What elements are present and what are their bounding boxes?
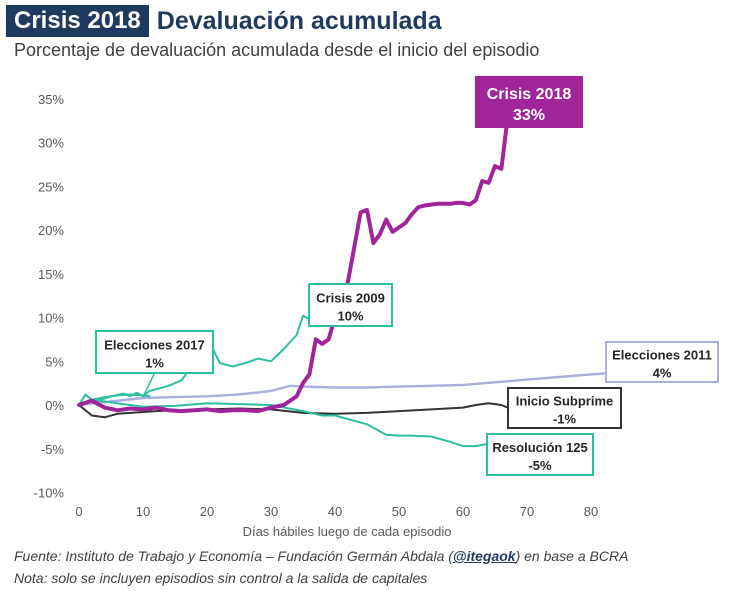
x-tick-label: 10 xyxy=(136,504,150,519)
source-note: Fuente: Instituto de Trabajo y Economía … xyxy=(14,548,628,564)
callout-box-elecciones-2017 xyxy=(95,330,214,374)
y-tick-label: 0% xyxy=(45,398,64,413)
x-tick-label: 30 xyxy=(264,504,278,519)
y-tick-label: 10% xyxy=(38,311,64,326)
y-tick-label: 25% xyxy=(38,179,64,194)
callout-text-inicio-subprime: Inicio Subprime xyxy=(516,393,614,408)
callout-text-crisis-2009: 10% xyxy=(337,308,363,323)
y-tick-label: -10% xyxy=(34,486,65,501)
title-row: Crisis 2018 Devaluación acumulada xyxy=(6,4,442,38)
callout-box-resoluci-n-125 xyxy=(486,433,594,476)
y-tick-label: 30% xyxy=(38,136,64,151)
y-tick-label: 15% xyxy=(38,267,64,282)
x-tick-label: 60 xyxy=(456,504,470,519)
callout-text-crisis-2018: Crisis 2018 xyxy=(487,86,572,103)
callout-box-crisis-2009 xyxy=(308,283,393,327)
callout-text-elecciones-2011: Elecciones 2011 xyxy=(612,347,712,362)
series-line-crisis-2018 xyxy=(77,114,510,414)
callout-text-elecciones-2011: 4% xyxy=(653,365,672,380)
x-tick-label: 0 xyxy=(75,504,82,519)
y-tick-label: -5% xyxy=(41,442,65,457)
callout-text-elecciones-2017: Elecciones 2017 xyxy=(104,337,204,352)
callout-box-crisis-2018 xyxy=(475,76,583,128)
callout-text-resoluci-n-125: Resolución 125 xyxy=(492,440,587,455)
source-suffix: ) en base a BCRA xyxy=(515,548,629,564)
series-line-resoluci-n-125 xyxy=(78,398,503,448)
callout-text-elecciones-2017: 1% xyxy=(145,355,164,370)
callout-text-crisis-2018: 33% xyxy=(513,107,545,124)
chart-subtitle: Porcentaje de devaluación acumulada desd… xyxy=(14,40,540,60)
callout-box-inicio-subprime xyxy=(507,387,622,429)
callout-text-crisis-2009: Crisis 2009 xyxy=(316,290,385,305)
title-badge: Crisis 2018 xyxy=(6,5,149,37)
x-tick-label: 70 xyxy=(520,504,534,519)
x-axis-label: Días hábiles luego de cada episodio xyxy=(243,524,452,539)
chart-title: Devaluación acumulada xyxy=(156,7,442,35)
y-tick-label: 5% xyxy=(45,354,64,369)
x-tick-label: 20 xyxy=(200,504,214,519)
y-tick-label: 20% xyxy=(38,223,64,238)
series-line-elecciones-2011 xyxy=(77,372,605,407)
callout-text-inicio-subprime: -1% xyxy=(553,411,577,426)
source-prefix: Fuente: Instituto de Trabajo y Economía … xyxy=(14,548,453,564)
callout-box-elecciones-2011 xyxy=(605,341,719,383)
y-tick-label: 35% xyxy=(38,92,64,107)
x-tick-label: 50 xyxy=(392,504,406,519)
callout-leader-elecciones-2017 xyxy=(143,372,156,396)
footnote: Nota: solo se incluyen episodios sin con… xyxy=(14,570,428,586)
x-tick-label: 80 xyxy=(584,504,598,519)
x-tick-label: 40 xyxy=(328,504,342,519)
source-handle-link[interactable]: @itegaok xyxy=(452,548,516,564)
callout-text-resoluci-n-125: -5% xyxy=(528,458,552,473)
